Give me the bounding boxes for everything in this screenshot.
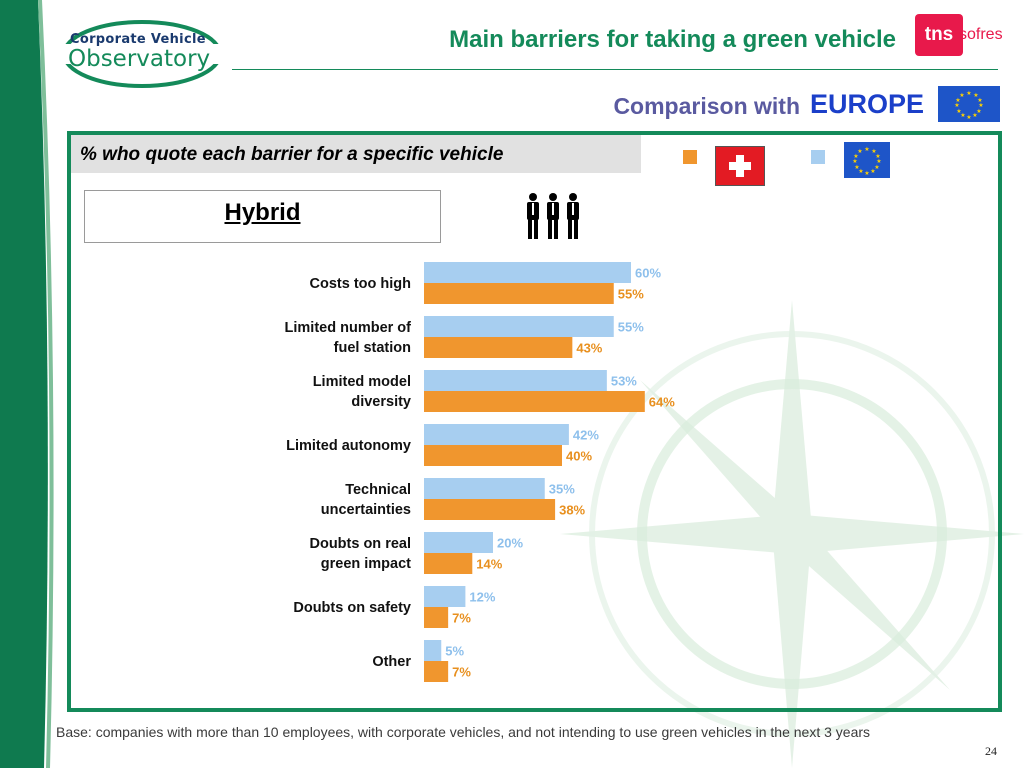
vehicle-type-box <box>84 190 441 243</box>
svg-text:★: ★ <box>852 158 857 165</box>
bar-europe <box>424 478 545 499</box>
svg-text:★: ★ <box>876 158 881 165</box>
bar-switzerland <box>424 607 449 628</box>
bar-europe <box>424 262 631 283</box>
svg-text:★: ★ <box>954 102 959 109</box>
category-label: Doubts on safety <box>293 600 411 616</box>
subtitle-bar <box>71 135 641 173</box>
data-label-switzerland: 7% <box>452 611 471 626</box>
left-decorative-stripe <box>0 0 60 768</box>
bar-switzerland <box>424 337 573 358</box>
compass-watermark <box>560 300 1024 768</box>
data-label-europe: 12% <box>469 590 495 605</box>
bar-switzerland <box>424 391 645 412</box>
tns-logo-sub: sofres <box>959 26 1003 43</box>
svg-text:★: ★ <box>875 153 880 160</box>
comparison-label: Comparison with <box>613 93 800 119</box>
legend-swatch-europe <box>811 150 825 164</box>
data-label-europe: 60% <box>635 266 661 281</box>
svg-text:★: ★ <box>978 102 983 109</box>
bar-europe <box>424 532 493 553</box>
svg-text:★: ★ <box>854 164 859 171</box>
base-footnote: Base: companies with more than 10 employ… <box>56 724 871 740</box>
tns-sofres-logo: tns sofres <box>915 14 1015 56</box>
svg-text:★: ★ <box>977 97 982 104</box>
legend-swatch-switzerland <box>683 150 697 164</box>
svg-text:★: ★ <box>959 92 964 99</box>
svg-text:★: ★ <box>960 112 965 119</box>
data-label-europe: 53% <box>611 374 637 389</box>
category-label: Doubts on real green impact <box>309 536 411 572</box>
svg-text:★: ★ <box>966 90 971 97</box>
data-label-switzerland: 43% <box>576 341 602 356</box>
category-label: Limited number of fuel station <box>285 320 412 356</box>
data-label-europe: 20% <box>497 536 523 551</box>
data-label-switzerland: 40% <box>566 449 592 464</box>
category-label: Other <box>372 654 411 670</box>
category-label: Technical uncertainties <box>321 482 411 518</box>
bar-europe <box>424 370 607 391</box>
svg-text:★: ★ <box>956 108 961 115</box>
swiss-flag-icon <box>715 146 765 186</box>
bar-europe <box>424 586 466 607</box>
svg-text:★: ★ <box>976 108 981 115</box>
data-label-europe: 42% <box>573 428 599 443</box>
bar-europe <box>424 424 569 445</box>
page-title: Main barriers for taking a green vehicle <box>449 26 896 53</box>
bar-europe <box>424 640 442 661</box>
category-label: Limited model diversity <box>313 374 411 410</box>
bar-switzerland <box>424 283 614 304</box>
svg-text:★: ★ <box>874 164 879 171</box>
svg-text:★: ★ <box>871 148 876 155</box>
eu-flag-icon: ★ ★★★ ★★★★ ★★★★ <box>844 142 890 178</box>
svg-text:★: ★ <box>864 170 869 177</box>
bar-switzerland <box>424 445 562 466</box>
svg-text:★: ★ <box>857 148 862 155</box>
comparison-target: EUROPE <box>810 89 925 119</box>
logo-line1: Corporate Vehicle <box>70 32 206 47</box>
people-group-icon <box>527 193 579 239</box>
svg-text:★: ★ <box>853 153 858 160</box>
bar-switzerland <box>424 661 449 682</box>
data-label-europe: 55% <box>618 320 644 335</box>
svg-text:★: ★ <box>966 114 971 121</box>
tns-logo-mark: tns <box>915 14 963 56</box>
category-label: Limited autonomy <box>286 438 411 454</box>
chart-frame <box>67 131 1002 712</box>
bar-europe <box>424 316 614 337</box>
page-number: 24 <box>985 744 997 758</box>
logo-line2: Observatory <box>68 46 211 72</box>
data-label-europe: 35% <box>549 482 575 497</box>
svg-text:★: ★ <box>972 112 977 119</box>
data-label-switzerland: 55% <box>618 287 644 302</box>
data-label-switzerland: 14% <box>476 557 502 572</box>
corporate-vehicle-observatory-logo: Corporate Vehicle Observatory <box>62 18 222 88</box>
bar-switzerland <box>424 553 473 574</box>
eu-flag-icon: ★ ★★★ ★★★★ ★★★★ <box>938 86 1000 122</box>
data-label-switzerland: 64% <box>649 395 675 410</box>
chart-subtitle: % who quote each barrier for a specific … <box>80 144 504 165</box>
svg-text:★: ★ <box>864 146 869 153</box>
svg-text:★: ★ <box>973 92 978 99</box>
data-label-europe: 5% <box>445 644 464 659</box>
svg-text:★: ★ <box>870 168 875 175</box>
data-label-switzerland: 7% <box>452 665 471 680</box>
bar-switzerland <box>424 499 556 520</box>
category-label: Costs too high <box>310 276 412 292</box>
data-label-switzerland: 38% <box>559 503 585 518</box>
svg-text:★: ★ <box>955 97 960 104</box>
vehicle-type-label: Hybrid <box>224 199 301 226</box>
svg-text:★: ★ <box>858 168 863 175</box>
title-divider <box>232 69 998 70</box>
